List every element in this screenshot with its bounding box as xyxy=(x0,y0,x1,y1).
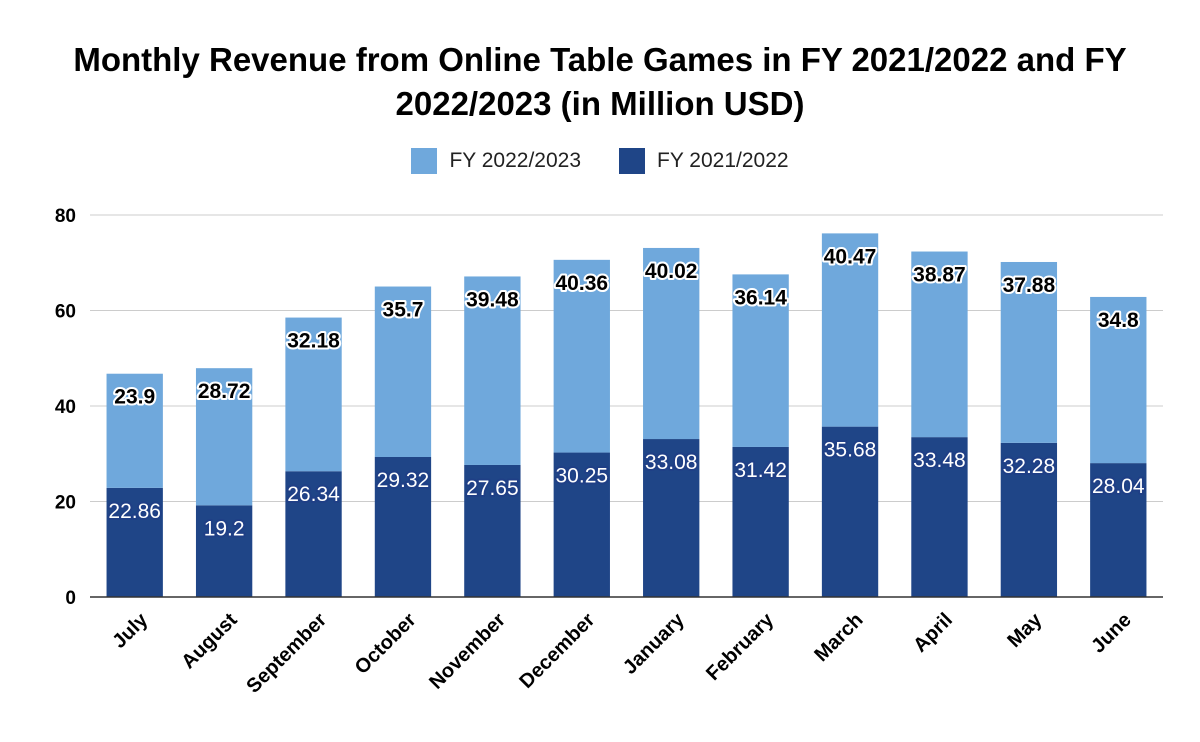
x-tick-label: August xyxy=(177,609,242,674)
bar-fy-2022-2023 xyxy=(106,373,163,488)
y-tick-label: 20 xyxy=(55,493,76,514)
bar-fy-2021-2022 xyxy=(195,505,253,597)
x-tick-label: January xyxy=(619,608,689,678)
bar-fy-2022-2023 xyxy=(374,286,432,457)
legend-swatch xyxy=(411,148,438,174)
bar-fy-2021-2022 xyxy=(106,487,163,597)
x-tick-label: July xyxy=(108,608,152,652)
bar-fy-2022-2023 xyxy=(821,233,879,427)
data-label: 39.48 xyxy=(466,288,519,311)
data-labels: 22.86 23.9 19.2 28.72 26.34 32.18 29.32 35.7 27.… xyxy=(106,243,1146,542)
data-label: 22.86 xyxy=(108,500,161,523)
data-label: 19.2 xyxy=(204,517,245,540)
bar-fy-2021-2022 xyxy=(911,437,968,597)
data-label: 29.32 xyxy=(377,469,430,492)
data-label: 28.04 xyxy=(1092,475,1145,498)
bar-fy-2022-2023 xyxy=(195,368,253,506)
data-label: 33.08 xyxy=(645,451,698,474)
legend-label: FY 2022/2023 xyxy=(449,149,581,172)
data-label: 35.68 xyxy=(824,439,877,462)
bar-fy-2021-2022 xyxy=(643,439,700,597)
x-tick-label: May xyxy=(1003,608,1047,652)
bar-fy-2021-2022 xyxy=(1090,463,1147,597)
legend-item: FY 2022/2023 xyxy=(411,148,581,174)
bar-fy-2022-2023 xyxy=(1090,296,1147,464)
data-label: 35.7 xyxy=(383,299,424,322)
x-tick-label: February xyxy=(702,608,779,685)
bar-fy-2022-2023 xyxy=(643,247,700,440)
bar-fy-2021-2022 xyxy=(732,446,789,597)
data-label: 32.28 xyxy=(1003,455,1056,478)
data-label: 36.14 xyxy=(734,286,787,309)
bar-fy-2021-2022 xyxy=(553,452,610,597)
y-tick-label: 40 xyxy=(55,397,76,418)
bar-fy-2021-2022 xyxy=(374,456,432,597)
data-label: 37.88 xyxy=(1003,274,1056,297)
data-label: 28.72 xyxy=(198,380,251,403)
bar-fy-2022-2023 xyxy=(464,276,521,465)
bar-fy-2021-2022 xyxy=(1000,442,1058,597)
data-label: 31.42 xyxy=(734,459,787,482)
x-tick-label: November xyxy=(425,609,510,694)
data-label: 34.8 xyxy=(1098,309,1139,332)
bar-fy-2022-2023 xyxy=(732,274,789,447)
gridlines xyxy=(90,214,1163,502)
bar-fy-2022-2023 xyxy=(553,259,610,453)
data-label: 27.65 xyxy=(466,477,519,500)
data-label: 23.9 xyxy=(114,386,155,409)
data-label: 38.87 xyxy=(913,264,966,287)
legend-swatch xyxy=(619,148,645,174)
bar-fy-2022-2023 xyxy=(285,317,342,472)
x-tick-label: March xyxy=(810,609,867,666)
bar-fy-2021-2022 xyxy=(285,471,342,597)
x-tick-label: October xyxy=(351,609,421,679)
data-label: 33.48 xyxy=(913,449,966,472)
bar-fy-2022-2023 xyxy=(1000,261,1058,443)
x-tick-label: December xyxy=(515,609,599,693)
x-tick-label: June xyxy=(1087,609,1136,658)
x-tick-label: September xyxy=(242,609,331,698)
bar-fy-2022-2023 xyxy=(911,251,968,438)
bars xyxy=(106,233,1147,597)
chart-title: Monthly Revenue from Online Table Games … xyxy=(73,41,1127,122)
x-tick-label: April xyxy=(909,609,957,657)
y-tick-label: 0 xyxy=(65,588,76,609)
data-label: 40.47 xyxy=(824,245,877,268)
data-label: 26.34 xyxy=(287,483,340,506)
bar-fy-2021-2022 xyxy=(821,426,879,597)
data-label: 30.25 xyxy=(556,465,609,488)
bar-fy-2021-2022 xyxy=(464,464,521,597)
legend-item: FY 2021/2022 xyxy=(619,148,789,174)
legend-label: FY 2021/2022 xyxy=(657,149,789,172)
y-tick-label: 60 xyxy=(55,302,76,323)
data-label: 40.02 xyxy=(645,260,698,283)
data-label: 32.18 xyxy=(287,330,340,353)
data-label: 40.36 xyxy=(556,272,609,295)
y-tick-label: 80 xyxy=(55,206,76,227)
chart-legend: FY 2022/2023 FY 2021/2022 xyxy=(0,148,1200,174)
